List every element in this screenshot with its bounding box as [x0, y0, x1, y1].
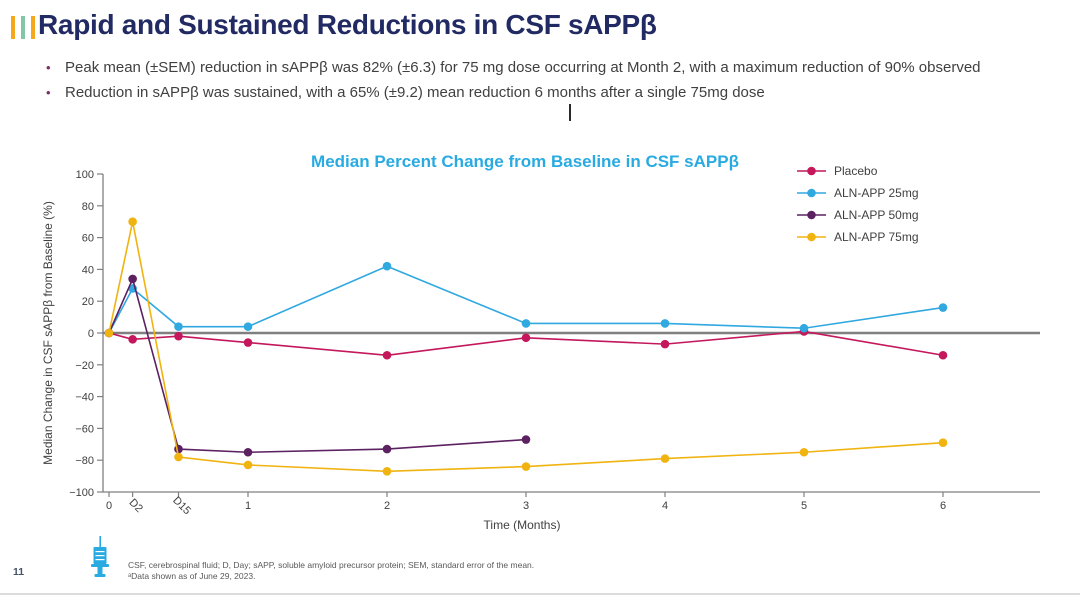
accent-bar	[31, 16, 35, 39]
legend-label: ALN-APP 75mg	[834, 230, 919, 244]
data-point	[660, 339, 670, 349]
data-point	[938, 350, 948, 360]
data-point	[174, 322, 183, 331]
data-point	[521, 435, 531, 444]
text-cursor	[569, 104, 571, 121]
y-tick-label: 20	[82, 296, 94, 308]
data-point	[243, 447, 253, 457]
data-point	[128, 274, 137, 284]
data-point	[174, 444, 183, 454]
data-point	[938, 303, 948, 312]
data-point	[243, 322, 253, 331]
data-point	[174, 331, 183, 341]
data-point	[521, 462, 531, 471]
data-point	[243, 338, 253, 347]
data-point	[799, 323, 809, 333]
footnote-data-date: ᵃData shown as of June 29, 2023.	[128, 571, 256, 581]
x-tick-label: 1	[245, 500, 251, 512]
bullet-item: Reduction in sAPPβ was sustained, with a…	[46, 83, 1048, 104]
legend-marker	[807, 166, 816, 176]
legend-label: ALN-APP 50mg	[834, 208, 919, 222]
slide-title: Rapid and Sustained Reductions in CSF sA…	[38, 9, 657, 40]
data-point	[521, 319, 531, 328]
x-tick-label: D15	[170, 494, 193, 517]
y-tick-label: −80	[75, 455, 94, 467]
legend-marker	[807, 210, 816, 220]
legend-label: ALN-APP 25mg	[834, 186, 919, 200]
data-point	[660, 454, 670, 463]
data-point	[382, 444, 392, 454]
data-point	[382, 350, 392, 360]
x-tick-label: 6	[940, 500, 946, 512]
y-tick-label: −20	[75, 360, 94, 372]
legend-marker	[807, 188, 816, 198]
x-tick-label: D2	[127, 497, 145, 515]
bottom-divider	[0, 593, 1080, 595]
x-tick-label: 2	[384, 500, 390, 512]
data-point	[104, 328, 114, 338]
legend-label: Placebo	[834, 164, 878, 178]
data-point	[128, 217, 137, 226]
data-point	[382, 261, 392, 271]
data-point	[521, 333, 531, 343]
chart-title: Median Percent Change from Baseline in C…	[311, 152, 739, 171]
y-axis-label: Median Change in CSF sAPPβ from Baseline…	[41, 201, 55, 465]
bullet-item: Peak mean (±SEM) reduction in sAPPβ was …	[46, 58, 1048, 79]
y-tick-label: 100	[76, 169, 94, 181]
data-point	[799, 447, 809, 457]
footnote-abbreviations: CSF, cerebrospinal fluid; D, Day; sAPP, …	[128, 560, 535, 570]
accent-bar	[21, 16, 25, 39]
data-point	[382, 467, 392, 476]
series-line	[108, 276, 527, 454]
x-tick-label: 5	[801, 500, 807, 512]
bullet-list: Peak mean (±SEM) reduction in sAPPβ was …	[46, 58, 1048, 107]
y-tick-label: −100	[69, 487, 94, 499]
data-point	[128, 335, 137, 344]
x-axis-label: Time (Months)	[484, 518, 561, 532]
accent-bar	[11, 16, 15, 39]
y-tick-label: 60	[82, 233, 94, 245]
data-point	[174, 452, 183, 462]
y-tick-label: 80	[82, 201, 94, 213]
page-number: 11	[13, 566, 25, 578]
y-tick-label: −40	[75, 392, 94, 404]
series-line	[108, 221, 944, 473]
y-tick-label: 40	[82, 264, 94, 276]
x-tick-label: 0	[106, 500, 112, 512]
data-point	[938, 438, 948, 448]
syringe-icon	[91, 536, 109, 577]
x-tick-label: 4	[662, 500, 668, 512]
legend-marker	[807, 232, 816, 242]
x-tick-label: 3	[523, 500, 529, 512]
y-tick-label: −60	[75, 423, 94, 435]
data-point	[660, 319, 670, 328]
data-point	[243, 460, 253, 470]
y-tick-label: 0	[88, 328, 94, 340]
